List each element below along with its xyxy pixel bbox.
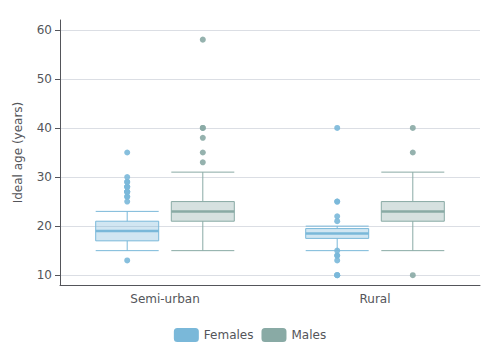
svg-text:Females: Females xyxy=(204,328,254,342)
svg-text:60: 60 xyxy=(37,23,52,37)
svg-text:Males: Males xyxy=(291,328,326,342)
svg-text:Ideal age (years): Ideal age (years) xyxy=(11,102,25,204)
svg-text:30: 30 xyxy=(37,170,52,184)
svg-text:50: 50 xyxy=(37,72,52,86)
svg-text:40: 40 xyxy=(37,121,52,135)
svg-text:10: 10 xyxy=(37,268,52,282)
svg-text:Rural: Rural xyxy=(359,292,390,306)
svg-text:20: 20 xyxy=(37,219,52,233)
svg-text:Semi-urban: Semi-urban xyxy=(130,292,199,306)
